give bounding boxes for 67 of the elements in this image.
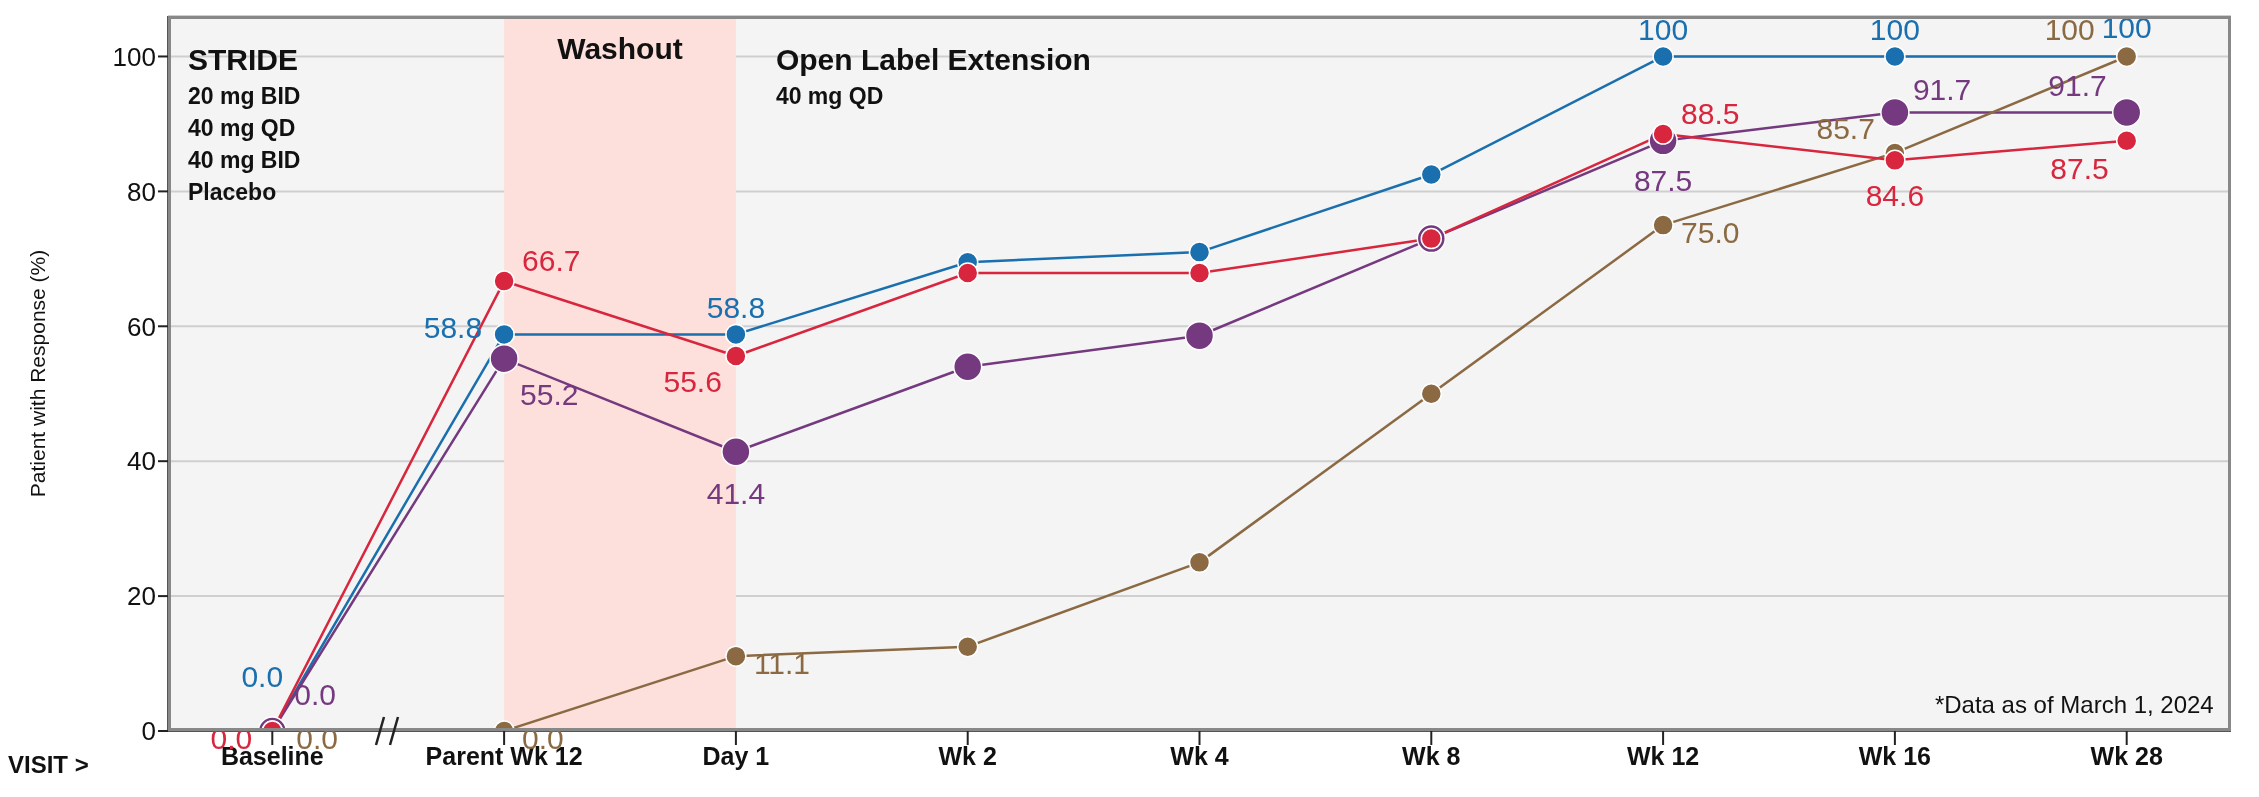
point — [956, 635, 979, 658]
data-label: 85.7 — [1816, 111, 1875, 145]
x-tick-label: Wk 8 — [1402, 741, 1461, 770]
data-label: 58.8 — [706, 291, 766, 325]
data-label: 87.5 — [2050, 151, 2109, 185]
point — [1420, 382, 1443, 405]
point — [1884, 149, 1906, 172]
data-label: 91.7 — [2048, 69, 2107, 103]
point — [1184, 320, 1215, 351]
point — [1188, 262, 1211, 284]
annotation: Open Label Extension — [775, 43, 1091, 77]
data-label: 66.7 — [522, 244, 581, 278]
point — [489, 343, 519, 374]
point — [1880, 97, 1910, 128]
data-label: 55.6 — [663, 364, 722, 398]
x-axis-title: VISIT > — [8, 751, 89, 779]
x-tick-label: Wk 12 — [1626, 741, 1700, 770]
data-label: 91.7 — [1912, 73, 1972, 107]
point — [493, 323, 515, 346]
y-tick-label: 100 — [112, 41, 156, 72]
x-tick-label: Wk 16 — [1858, 741, 1932, 770]
y-tick-label: 20 — [127, 581, 156, 612]
point — [725, 645, 747, 667]
data-label: 87.5 — [1633, 163, 1693, 197]
data-label: 55.2 — [520, 377, 579, 411]
point — [2111, 97, 2142, 128]
x-tick-label: Wk 2 — [938, 741, 997, 770]
point — [1652, 45, 1674, 68]
y-tick-label: 40 — [127, 446, 156, 477]
point — [952, 352, 983, 382]
data-label: 41.4 — [706, 476, 766, 510]
data-label: 0.0 — [241, 659, 284, 693]
data-label: 100 — [2101, 11, 2152, 45]
y-tick-label: 0 — [141, 716, 156, 747]
annotation: STRIDE — [188, 43, 299, 77]
annotation: 40 mg QD — [188, 115, 296, 142]
y-axis-title: Patient with Response (%) — [26, 249, 50, 498]
annotation: Placebo — [188, 179, 277, 206]
annotation: *Data as of March 1, 2024 — [1934, 691, 2214, 719]
point — [1652, 214, 1674, 236]
point — [493, 270, 515, 292]
data-label: 88.5 — [1681, 96, 1740, 130]
point — [2115, 130, 2138, 152]
data-label: 100 — [1638, 13, 1689, 47]
point — [725, 345, 747, 367]
data-label: 75.0 — [1681, 216, 1740, 250]
x-tick-label: Day 1 — [702, 741, 770, 770]
point — [1884, 45, 1906, 68]
data-label: 84.6 — [1865, 179, 1925, 213]
point — [1188, 551, 1211, 574]
y-tick-label: 80 — [127, 176, 156, 207]
point — [956, 262, 979, 284]
annotation: 20 mg BID — [188, 83, 301, 110]
annotation: 40 mg QD — [775, 83, 884, 110]
data-label: 100 — [1869, 13, 1920, 47]
data-label: 11.1 — [753, 647, 811, 681]
point — [725, 323, 747, 346]
y-tick-label: 60 — [127, 311, 156, 342]
data-label: 58.8 — [423, 311, 483, 345]
annotation: 40 mg BID — [188, 147, 301, 174]
x-tick-label: Wk 28 — [2090, 741, 2163, 770]
point — [721, 437, 751, 467]
point — [1420, 163, 1443, 186]
data-label: 100 — [2044, 13, 2095, 47]
band-label: Washout — [557, 32, 683, 66]
point — [1188, 241, 1211, 263]
x-tick-label: Wk 4 — [1170, 741, 1229, 770]
